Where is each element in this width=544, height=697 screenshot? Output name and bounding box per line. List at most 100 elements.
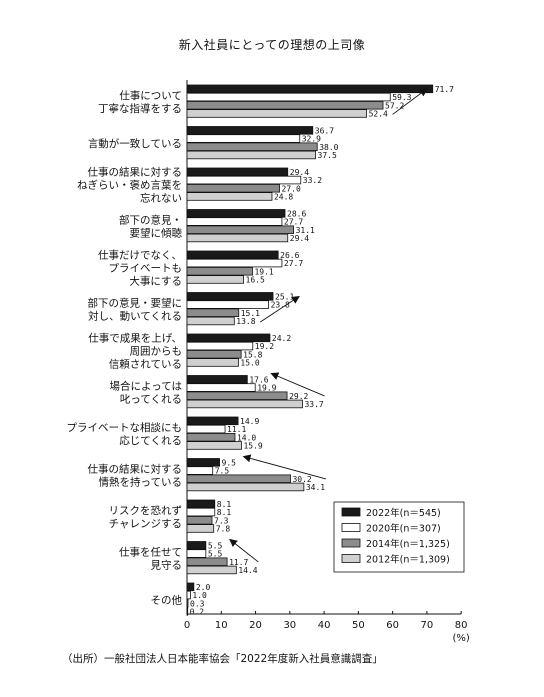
data-label: 26.6 [280,251,299,260]
category-label: 応じてくれる [119,434,182,447]
data-label: 15.1 [241,309,260,318]
category-label: 場合によっては [110,379,182,392]
data-label: 7.5 [215,467,230,476]
bar [186,217,283,226]
bar [186,300,269,309]
data-label: 0.3 [190,599,205,608]
category-label: 忘れない [140,191,182,204]
category-label: ねぎらい・褒め言葉を [77,178,182,191]
x-tick-label: 60 [386,620,399,631]
data-label: 15.0 [240,359,259,368]
bar [186,424,226,434]
bar [186,358,239,367]
legend-entry: 2022年(n＝545) [366,507,441,519]
category-label: 対し、動いてくれる [88,309,182,322]
legend-swatch [341,507,361,517]
category-label: 仕事の結果に対する [88,165,183,178]
bar [186,183,280,193]
data-label: 11.7 [229,558,248,567]
legend-entry: 2014年(n＝1,325) [366,538,450,550]
data-label: 27.7 [284,259,303,268]
bar [186,507,216,517]
bar [186,316,235,326]
bar [186,474,291,483]
category-label: プライベートな相談にも [67,421,183,434]
bar [186,383,256,392]
x-tick-label: 20 [249,620,262,631]
chart-title: 新入社員にとっての理想の上司像 [178,38,366,52]
data-label: 14.9 [240,417,259,426]
data-label: 7.8 [216,525,231,534]
bar [186,233,289,243]
bar [186,167,289,177]
data-label: 7.3 [214,516,229,525]
data-label: 37.5 [318,151,337,160]
bar [186,466,214,475]
data-label: 71.7 [435,85,454,94]
category-label: リスクを恐れず [109,505,183,517]
bar [186,333,271,343]
category-label: 信頼されている [109,358,182,370]
bar [186,258,283,268]
bar [186,84,434,94]
data-label: 34.1 [306,483,325,492]
data-label: 33.7 [304,400,323,409]
x-axis-unit: (%) [453,633,470,644]
category-label: 仕事の結果に対する [88,462,183,475]
x-tick-label: 80 [455,620,468,631]
bar [186,142,318,151]
data-label: 29.4 [290,168,309,177]
category-label: 言動が一致している [88,137,182,150]
data-label: 19.2 [255,342,274,351]
category-label: プライベートも [109,262,183,274]
bar [186,582,195,592]
category-label: 情熱を持っている [99,475,182,488]
data-label: 32.9 [302,135,321,144]
data-label: 59.3 [392,93,411,102]
bar [186,109,367,118]
bar [186,266,253,276]
data-label: 8.1 [217,500,232,509]
data-label: 27.0 [282,184,301,193]
data-label: 14.0 [237,433,256,442]
bar [186,565,237,575]
category-label: 丁寧な指導をする [98,102,182,115]
x-tick-label: 0 [184,620,190,631]
category-label: 仕事を任せて [119,545,182,558]
legend-swatch [341,554,361,563]
data-label: 19.9 [257,384,276,393]
data-label: 19.1 [254,267,273,276]
category-label: 要望に傾聴 [130,226,183,239]
data-label: 33.2 [303,176,322,185]
legend-swatch [341,538,361,548]
x-tick-label: 40 [318,620,331,631]
bar [186,101,384,110]
bar [186,292,274,301]
bar [186,250,279,260]
bar [186,225,294,234]
category-label: 叱ってくれる [120,393,182,405]
bar [186,524,215,533]
data-label: 52.4 [369,110,388,119]
category-label: 大事にする [129,274,182,287]
data-label: 29.2 [289,392,308,401]
bar [186,482,305,492]
data-label: 57.2 [385,101,404,110]
bar [186,134,301,143]
x-tick-label: 10 [215,620,228,631]
data-label: 15.8 [243,350,262,359]
bar [186,150,316,160]
trend-arrow [229,538,259,563]
bar [186,549,207,558]
bar [186,516,213,525]
bar [186,308,240,317]
data-label: 5.5 [208,541,223,550]
category-label: 周囲からも [130,345,183,357]
data-label: 5.5 [208,550,223,559]
trend-arrow [270,372,325,397]
data-label: 28.6 [287,209,306,218]
data-label: 24.8 [274,193,293,202]
category-label: 部下の意見・ [119,213,182,226]
data-label: 14.4 [238,566,257,575]
data-label: 23.8 [271,301,290,310]
